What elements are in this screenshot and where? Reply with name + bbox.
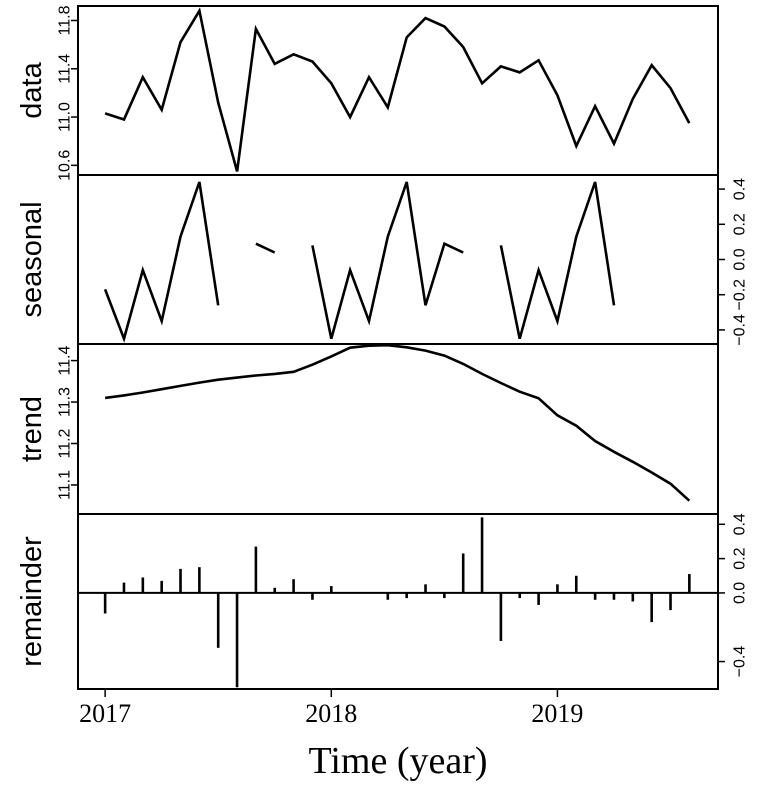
y-axis-label-data: data — [16, 61, 48, 118]
series-line-data-0 — [104, 7, 691, 172]
y-axis-label-seasonal: seasonal — [16, 201, 48, 317]
panel-remainder: −0.4 0.0 0.2 0.4 remainder — [16, 513, 749, 690]
y-tick-label-data-0: 10.6 — [57, 150, 74, 181]
series-line-seasonal-3 — [499, 181, 616, 340]
y-tick-label-remainder-0: −0.4 — [732, 646, 749, 678]
panels-layer: 10.6 11.0 11.4 11.8 data −0.4 −0.2 0.0 0.2 0.4 sea… — [16, 5, 749, 690]
series-line-seasonal-0 — [103, 181, 220, 343]
panel-frame-trend — [77, 343, 719, 515]
y-tick-label-data-1: 11.0 — [57, 102, 74, 132]
y-tick-label-trend-3: 11.4 — [57, 346, 74, 376]
y-axis-label-remainder: remainder — [16, 536, 48, 667]
series-line-seasonal-2 — [311, 181, 464, 340]
panel-frame-seasonal — [77, 174, 719, 345]
y-tick-label-trend-2: 11.3 — [57, 387, 74, 417]
x-axis-title: Time (year) — [308, 740, 487, 782]
y-tick-label-seasonal-2: 0.0 — [732, 248, 749, 270]
y-tick-label-trend-0: 11.1 — [57, 470, 74, 500]
x-tick-label-0: 2017 — [79, 699, 131, 728]
panel-seasonal: −0.4 −0.2 0.0 0.2 0.4 seasonal — [16, 174, 749, 346]
y-tick-label-seasonal-0: −0.4 — [732, 314, 749, 346]
y-tick-label-remainder-2: 0.2 — [732, 547, 749, 569]
y-tick-label-data-2: 11.4 — [57, 54, 74, 84]
x-tick-label-1: 2018 — [305, 699, 357, 728]
y-tick-label-seasonal-1: −0.2 — [732, 279, 749, 311]
y-tick-label-remainder-1: 0.0 — [732, 582, 749, 604]
series-line-trend-0 — [104, 343, 691, 502]
y-axis-label-trend: trend — [16, 396, 48, 462]
series-line-seasonal-1 — [255, 242, 276, 254]
x-tick-label-2: 2019 — [531, 699, 583, 728]
y-tick-label-remainder-3: 0.4 — [732, 513, 749, 535]
y-tick-label-seasonal-3: 0.2 — [732, 213, 749, 235]
y-tick-label-trend-1: 11.2 — [57, 428, 74, 458]
y-tick-label-data-3: 11.8 — [57, 5, 74, 35]
panel-frame-data — [77, 5, 719, 176]
panel-trend: 11.1 11.2 11.3 11.4 trend — [16, 343, 719, 515]
panel-data: 10.6 11.0 11.4 11.8 data — [16, 5, 719, 181]
panel-frame-remainder — [77, 513, 719, 690]
y-tick-label-seasonal-4: 0.4 — [732, 178, 749, 200]
x-axis: 2017 2018 2019 — [79, 689, 583, 728]
